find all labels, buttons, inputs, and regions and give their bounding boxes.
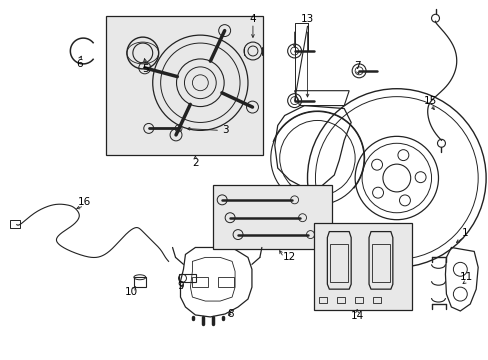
Bar	[319, 297, 326, 303]
Text: 2: 2	[192, 158, 198, 168]
Text: 12: 12	[283, 252, 296, 262]
Text: 4: 4	[249, 14, 256, 24]
Text: 5: 5	[142, 64, 149, 74]
Bar	[354, 297, 362, 303]
Bar	[178, 274, 196, 282]
Text: 1: 1	[461, 228, 468, 238]
Bar	[106, 16, 263, 155]
Text: 11: 11	[459, 272, 472, 282]
Bar	[337, 297, 345, 303]
Text: 6: 6	[76, 59, 82, 69]
Bar	[314, 223, 411, 310]
Bar	[10, 220, 20, 228]
Bar	[371, 244, 389, 282]
Bar	[134, 277, 145, 287]
Text: 3: 3	[222, 125, 228, 135]
Bar	[218, 277, 234, 287]
Text: 9: 9	[177, 281, 183, 291]
Bar	[372, 297, 380, 303]
Text: 16: 16	[78, 197, 91, 207]
Bar	[213, 185, 332, 249]
Text: 7: 7	[353, 61, 360, 71]
Text: 10: 10	[124, 287, 137, 297]
Bar	[192, 277, 208, 287]
Text: 14: 14	[350, 311, 363, 321]
Text: 15: 15	[423, 96, 436, 105]
Text: 8: 8	[226, 309, 233, 319]
Bar	[330, 244, 347, 282]
Text: 13: 13	[300, 14, 313, 24]
